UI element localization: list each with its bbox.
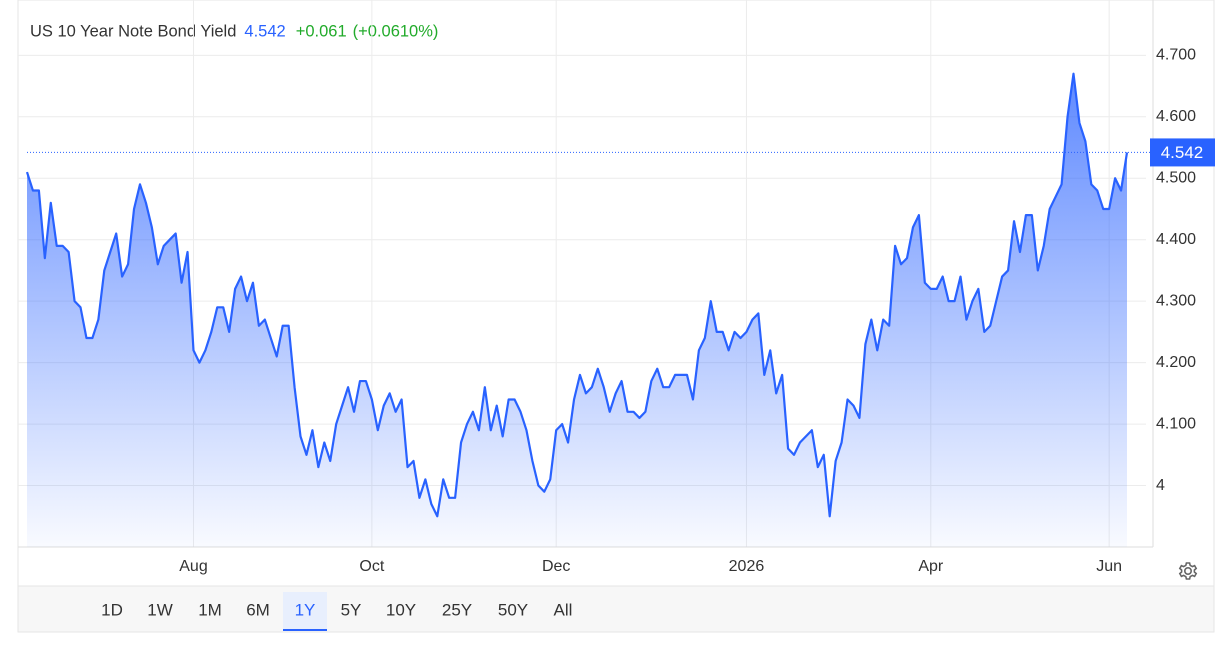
last-price: 4.542 bbox=[244, 22, 285, 40]
y-tick-label: 4.700 bbox=[1156, 47, 1196, 64]
y-tick-label: 4.300 bbox=[1156, 292, 1196, 309]
x-tick-label: Dec bbox=[542, 558, 570, 575]
range-button[interactable]: 5Y bbox=[341, 600, 362, 619]
range-button[interactable]: 1M bbox=[198, 600, 222, 619]
range-button[interactable]: 6M bbox=[246, 600, 270, 619]
last-price-badge bbox=[1150, 138, 1215, 167]
chart-title: US 10 Year Note Bond Yield bbox=[30, 22, 236, 40]
range-button[interactable]: 10Y bbox=[386, 600, 416, 619]
y-tick-label: 4.500 bbox=[1156, 169, 1196, 186]
range-button[interactable]: 25Y bbox=[442, 600, 472, 619]
x-tick-label: Aug bbox=[179, 558, 207, 575]
x-tick-label: Apr bbox=[918, 558, 944, 575]
area bbox=[27, 73, 1127, 547]
range-bar bbox=[17, 585, 1215, 633]
x-tick-label: 2026 bbox=[729, 558, 765, 575]
y-tick-label: 4.100 bbox=[1156, 415, 1196, 432]
price-change-percent: (+0.0610%) bbox=[353, 22, 439, 40]
range-button[interactable]: All bbox=[554, 600, 573, 619]
y-tick-label: 4.600 bbox=[1156, 108, 1196, 125]
range-button[interactable]: 50Y bbox=[498, 600, 528, 619]
range-button[interactable]: 1Y bbox=[295, 600, 316, 619]
price-change: +0.061 bbox=[296, 22, 347, 40]
line bbox=[25, 72, 1129, 518]
x-tick-label: Oct bbox=[359, 558, 384, 575]
range-button[interactable]: 1D bbox=[101, 600, 123, 619]
x-tick-label: Jun bbox=[1096, 558, 1122, 575]
y-tick-label: 4.400 bbox=[1156, 231, 1196, 248]
y-tick-label: 4 bbox=[1156, 477, 1165, 494]
range-selected-bg bbox=[283, 592, 327, 630]
range-button[interactable]: 1W bbox=[147, 600, 173, 619]
y-tick-label: 4.200 bbox=[1156, 354, 1196, 371]
last-price-badge-label: 4.542 bbox=[1161, 143, 1204, 162]
settings-icon[interactable] bbox=[1178, 562, 1198, 580]
